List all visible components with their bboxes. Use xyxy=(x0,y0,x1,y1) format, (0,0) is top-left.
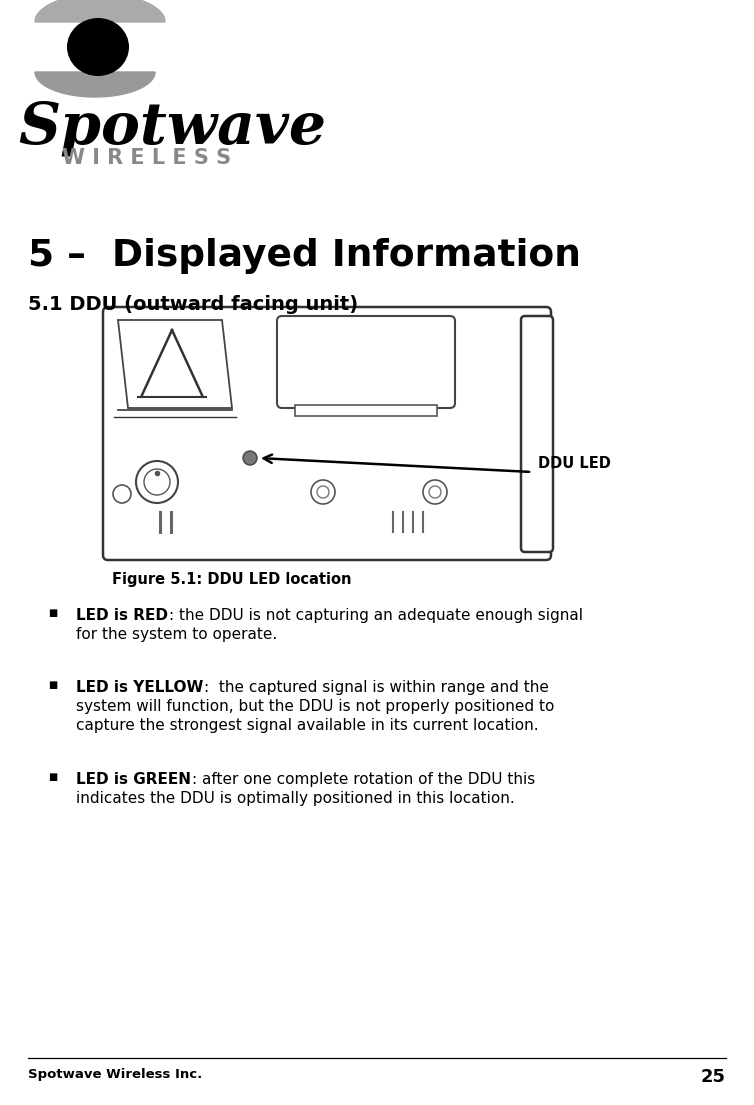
Polygon shape xyxy=(118,320,232,408)
Circle shape xyxy=(429,486,441,498)
Circle shape xyxy=(317,486,329,498)
Ellipse shape xyxy=(67,18,129,76)
Text: 5.1 DDU (outward facing unit): 5.1 DDU (outward facing unit) xyxy=(28,295,358,314)
Text: ■: ■ xyxy=(48,680,57,690)
Text: 25: 25 xyxy=(701,1069,726,1086)
Text: DDU LED: DDU LED xyxy=(538,456,611,472)
Circle shape xyxy=(144,469,170,495)
Polygon shape xyxy=(35,72,155,97)
Text: capture the strongest signal available in its current location.: capture the strongest signal available i… xyxy=(76,718,538,733)
Text: W I R E L E S S: W I R E L E S S xyxy=(62,148,231,168)
Text: LED is YELLOW: LED is YELLOW xyxy=(76,680,204,695)
FancyBboxPatch shape xyxy=(277,316,455,408)
Bar xyxy=(295,406,437,415)
Text: indicates the DDU is optimally positioned in this location.: indicates the DDU is optimally positione… xyxy=(76,791,515,806)
Text: Spotwave Wireless Inc.: Spotwave Wireless Inc. xyxy=(28,1069,202,1081)
Text: : the DDU is not capturing an adequate enough signal: : the DDU is not capturing an adequate e… xyxy=(169,608,583,623)
Circle shape xyxy=(423,480,447,504)
Text: : after one complete rotation of the DDU this: : after one complete rotation of the DDU… xyxy=(192,772,535,787)
Text: ■: ■ xyxy=(48,608,57,618)
Text: ■: ■ xyxy=(48,772,57,782)
Text: 5 –  Displayed Information: 5 – Displayed Information xyxy=(28,238,581,274)
FancyBboxPatch shape xyxy=(521,316,553,552)
Text: system will function, but the DDU is not properly positioned to: system will function, but the DDU is not… xyxy=(76,699,554,714)
Circle shape xyxy=(311,480,335,504)
Text: Figure 5.1: DDU LED location: Figure 5.1: DDU LED location xyxy=(112,572,351,587)
Text: for the system to operate.: for the system to operate. xyxy=(76,627,277,642)
Polygon shape xyxy=(35,0,165,22)
Circle shape xyxy=(113,485,131,503)
Circle shape xyxy=(136,461,178,503)
FancyBboxPatch shape xyxy=(103,307,551,560)
Text: :  the captured signal is within range and the: : the captured signal is within range an… xyxy=(204,680,549,695)
Text: LED is RED: LED is RED xyxy=(76,608,168,623)
Text: LED is GREEN: LED is GREEN xyxy=(76,772,191,787)
Text: Spotwave: Spotwave xyxy=(18,99,326,157)
Circle shape xyxy=(243,451,257,465)
